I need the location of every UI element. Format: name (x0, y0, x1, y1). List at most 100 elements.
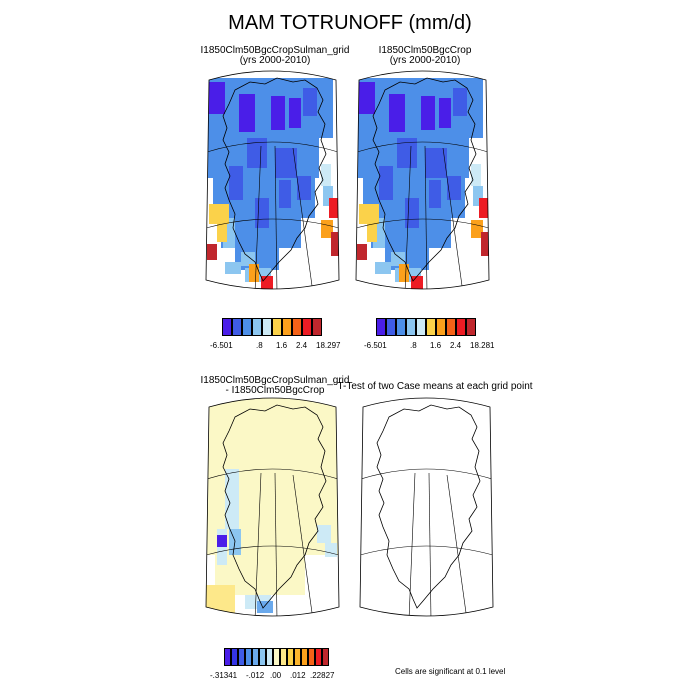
colorbar-1 (222, 318, 322, 336)
cb3-swatch-0 (224, 648, 231, 666)
grid-cell (229, 166, 243, 200)
cb3-swatch-13 (315, 648, 322, 666)
cb3-swatch-11 (301, 648, 308, 666)
graticule-line (206, 545, 339, 556)
cb2-swatch-9 (466, 318, 476, 336)
panel3-subtitle: - I1850Clm50BgcCrop (225, 385, 325, 396)
grid-cell (321, 164, 331, 186)
panel2-subtitle: (yrs 2000-2010) (389, 55, 461, 66)
cb2-label-4: 18.281 (470, 341, 495, 350)
colorbar-3 (224, 648, 329, 666)
grid-cell (279, 180, 291, 208)
map-panel-ttest (359, 397, 494, 617)
graticule-line (292, 474, 314, 616)
cb2-label-2: 1.6 (430, 341, 442, 350)
grid-cells (206, 398, 339, 616)
colorbar-2 (376, 318, 476, 336)
grid-cell (289, 98, 301, 128)
coastline (372, 77, 477, 282)
cb1-label-0: -6.501 (210, 341, 233, 350)
cb3-label-2: .00 (270, 671, 282, 680)
cb2-swatch-3 (406, 318, 416, 336)
map-panel-crop (355, 70, 490, 290)
cb2-swatch-6 (436, 318, 446, 336)
coastline (222, 77, 327, 282)
cb1-label-1: .8 (256, 341, 263, 350)
cb3-label-0: -.31341 (210, 671, 238, 680)
grid-cell (411, 276, 423, 289)
cb2-label-0: -6.501 (364, 341, 387, 350)
graticule-line (274, 472, 278, 616)
map-frame (359, 397, 494, 617)
graticule-line (274, 145, 278, 289)
grid-cell (399, 264, 409, 282)
grid-cell (481, 232, 489, 256)
cb3-swatch-10 (294, 648, 301, 666)
map-frame (205, 397, 340, 617)
coastline (222, 404, 327, 609)
cb1-swatch-2 (242, 318, 252, 336)
colorbar-3-labels: -.31341 -.012 .00 .012 .22827 (210, 671, 334, 681)
graticule-line (254, 472, 262, 616)
grid-cell (206, 82, 225, 114)
graticule-line (206, 141, 339, 153)
grid-cell (471, 164, 481, 186)
cb1-swatch-4 (262, 318, 272, 336)
grid-cell (379, 166, 393, 200)
grid-cells (360, 404, 493, 616)
cb3-swatch-7 (273, 648, 280, 666)
panel4-title: T-Test of two Case means at each grid po… (337, 381, 533, 392)
grid-cell (255, 198, 269, 228)
grid-cell (425, 148, 447, 178)
cb3-swatch-4 (252, 648, 259, 666)
cb1-label-2: 1.6 (276, 341, 288, 350)
panel3-title: I1850Clm50BgcCropSulman_grid (200, 375, 350, 386)
cb1-swatch-0 (222, 318, 232, 336)
grid-cell (241, 252, 255, 266)
grid-cell (217, 224, 227, 242)
grid-cell (217, 535, 227, 547)
cb2-swatch-4 (416, 318, 426, 336)
grid-cell (357, 244, 367, 260)
grid-cells (206, 77, 339, 289)
cb3-swatch-2 (238, 648, 245, 666)
grid-cell (389, 94, 405, 132)
cb3-swatch-14 (322, 648, 329, 666)
panel2-title: I1850Clm50BgcCrop (378, 45, 472, 56)
graticule-line (254, 145, 262, 289)
graticule-line (424, 145, 428, 289)
graticule-line (428, 472, 432, 616)
grid-cell (439, 98, 451, 128)
graticule-line (442, 147, 464, 289)
cb3-swatch-5 (259, 648, 266, 666)
grid-cell (225, 262, 241, 274)
map-frame (205, 70, 340, 290)
cb1-swatch-3 (252, 318, 262, 336)
cb2-label-3: 2.4 (450, 341, 462, 350)
grid-cell (261, 276, 273, 289)
cb1-swatch-6 (282, 318, 292, 336)
graticule-line (356, 218, 489, 229)
grid-cells (356, 77, 489, 289)
grid-cell (329, 198, 339, 218)
map-panel-difference (205, 397, 340, 617)
graticule-line (360, 545, 493, 556)
grid-cell (249, 264, 259, 282)
cb3-label-3: .012 (290, 671, 306, 680)
graticule-line (446, 474, 468, 616)
graticule-line (206, 218, 339, 229)
grid-cell (331, 232, 339, 256)
colorbar-2-labels: -6.501 .8 1.6 2.4 18.281 (364, 341, 494, 351)
graticule-line (408, 472, 416, 616)
grid-cell (275, 148, 297, 178)
grid-cell (323, 186, 333, 206)
grid-cell (473, 186, 483, 206)
grid-cell (247, 138, 267, 168)
graticule-line (292, 147, 314, 289)
cb1-swatch-1 (232, 318, 242, 336)
grid-cell (479, 198, 489, 218)
figure-title: MAM TOTRUNOFF (mm/d) (228, 12, 472, 34)
graticule-line (360, 468, 493, 480)
cb3-swatch-6 (266, 648, 273, 666)
map-panel-sulman (205, 70, 340, 290)
